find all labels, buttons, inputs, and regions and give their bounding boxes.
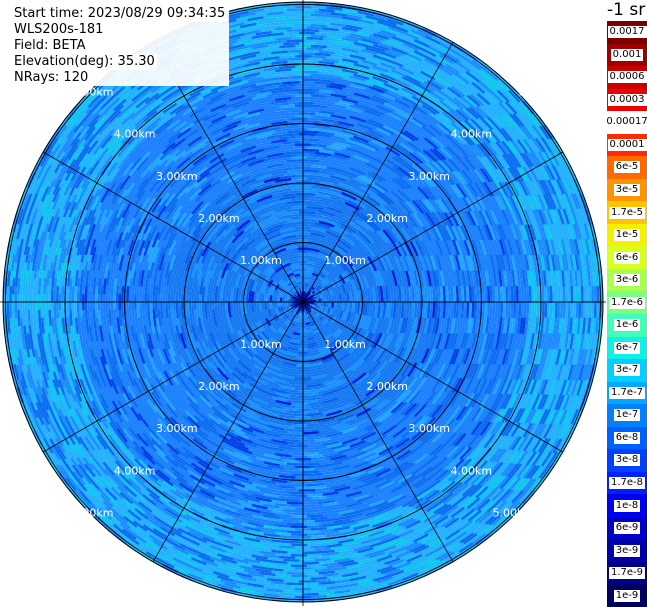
colorbar-label: 1e-8 bbox=[613, 499, 641, 512]
azimuth-spoke bbox=[152, 301, 304, 563]
colorbar-label: 0.0017 bbox=[607, 26, 647, 39]
colorbar-label: 6e-9 bbox=[613, 522, 641, 535]
range-ring-label: 1.00km bbox=[240, 338, 282, 351]
range-ring-label: 3.00km bbox=[156, 422, 198, 435]
colorbar-label: 1.7e-9 bbox=[608, 567, 646, 580]
colorbar-swatch: 0.0006 bbox=[607, 66, 647, 89]
colorbar-swatch: 6e-7 bbox=[607, 336, 647, 360]
colorbar-swatch: 1e-9 bbox=[607, 584, 647, 607]
colorbar-swatch: 1e-6 bbox=[607, 314, 647, 337]
polar-lidar-plot: 1.00km 1.00km 1.00km 1.00km 2.00km 2.00km 2.00… bbox=[0, 0, 606, 606]
colorbar-label: 6e-7 bbox=[613, 341, 641, 354]
azimuth-spoke bbox=[302, 151, 564, 303]
colorbar-label: 1e-9 bbox=[613, 589, 641, 602]
colorbar-label: 0.001 bbox=[610, 48, 644, 61]
azimuth-spoke bbox=[302, 41, 454, 303]
colorbar-label: 0.0003 bbox=[607, 93, 647, 106]
range-ring-label: 2.00km bbox=[198, 212, 240, 225]
colorbar-swatch: 6e-8 bbox=[607, 426, 647, 450]
colorbar-swatch: 1e-5 bbox=[607, 223, 647, 247]
colorbar-label: 0.0006 bbox=[607, 71, 647, 84]
colorbar-swatch: 3e-9 bbox=[607, 539, 647, 562]
colorbar-label: 1.7e-8 bbox=[608, 477, 646, 490]
colorbar-label: 3e-9 bbox=[613, 544, 641, 557]
colorbar-label: 3e-7 bbox=[613, 364, 641, 377]
range-ring-label: 5.00km bbox=[72, 506, 114, 519]
colorbar-label: 3e-6 bbox=[613, 274, 641, 287]
colorbar-swatch: 1.7e-8 bbox=[607, 471, 647, 495]
colorbar-label: 1.7e-7 bbox=[608, 386, 646, 399]
colorbar-label: 1e-5 bbox=[613, 229, 641, 242]
colorbar-label: 1e-7 bbox=[613, 409, 641, 422]
colorbar-swatch: 3e-8 bbox=[607, 449, 647, 472]
azimuth-spoke bbox=[42, 151, 304, 303]
range-ring-label: 4.00km bbox=[114, 128, 156, 141]
colorbar-swatch: 1e-7 bbox=[607, 404, 647, 427]
range-ring-label: 1.00km bbox=[324, 338, 366, 351]
colorbar-label: 6e-5 bbox=[613, 161, 641, 174]
colorbar-swatch: 1e-8 bbox=[607, 494, 647, 517]
range-ring-label: 4.00km bbox=[451, 128, 493, 141]
range-ring-label: 2.00km bbox=[198, 380, 240, 393]
colorbar-swatch: 6e-6 bbox=[607, 246, 647, 269]
field-text: Field: BETA bbox=[12, 38, 88, 54]
instrument-text: WLS200s-181 bbox=[12, 22, 106, 38]
colorbar-swatch: 0.0003 bbox=[607, 88, 647, 112]
colorbar-swatch: 1.7e-5 bbox=[607, 201, 647, 224]
colorbar-label: 3e-5 bbox=[613, 184, 641, 197]
range-ring-label: 5.00km bbox=[72, 86, 114, 99]
range-ring-label: 3.00km bbox=[408, 422, 450, 435]
range-ring-label: 1.00km bbox=[240, 254, 282, 267]
colorbar-swatch: 3e-6 bbox=[607, 268, 647, 292]
range-ring-label: 4.00km bbox=[114, 464, 156, 477]
range-ring-label: 1.00km bbox=[324, 254, 366, 267]
colorbar-label: 0.00017 bbox=[604, 116, 647, 129]
colorbar-label: 1e-6 bbox=[613, 319, 641, 332]
colorbar-title: -1 sr bbox=[607, 0, 646, 20]
colorbar-label: 3e-8 bbox=[613, 454, 641, 467]
range-ring-label: 2.00km bbox=[366, 212, 408, 225]
range-ring-label: 5.00km bbox=[493, 506, 535, 519]
colorbar-label: 1.7e-5 bbox=[608, 206, 646, 219]
colorbar-swatch: 1.7e-6 bbox=[607, 291, 647, 314]
azimuth-spoke bbox=[302, 301, 454, 563]
colorbar-label: 6e-6 bbox=[613, 251, 641, 264]
scan-info-panel: Start time: 2023/08/29 09:34:35 WLS200s-… bbox=[10, 6, 230, 86]
colorbar-swatch: 1.7e-7 bbox=[607, 381, 647, 405]
range-ring-label: 3.00km bbox=[408, 170, 450, 183]
colorbar: 0.0017 0.001 0.0006 0.0003 0.00017 0.0001 6e-5… bbox=[604, 21, 647, 607]
colorbar-swatch: 3e-5 bbox=[607, 178, 647, 202]
colorbar-swatch: 0.0001 bbox=[607, 133, 647, 157]
range-ring-label: 2.00km bbox=[366, 380, 408, 393]
range-ring-label: 3.00km bbox=[156, 170, 198, 183]
range-ring-label: 5.0 bbox=[519, 86, 537, 99]
colorbar-swatch: 0.00017 bbox=[604, 111, 647, 134]
elevation-text: Elevation(deg): 35.30 bbox=[12, 54, 157, 70]
colorbar-label: 6e-8 bbox=[613, 431, 641, 444]
colorbar-label: 0.0001 bbox=[607, 138, 647, 151]
colorbar-swatch: 0.001 bbox=[607, 43, 647, 67]
start-time-text: Start time: 2023/08/29 09:34:35 bbox=[12, 6, 228, 22]
azimuth-spoke bbox=[42, 301, 304, 453]
colorbar-swatch: 0.0017 bbox=[607, 21, 647, 44]
range-ring-label: 4.00km bbox=[451, 464, 493, 477]
colorbar-swatch: 6e-9 bbox=[607, 516, 647, 540]
azimuth-spoke bbox=[302, 301, 564, 453]
colorbar-swatch: 1.7e-9 bbox=[607, 561, 647, 585]
nrays-text: NRays: 120 bbox=[12, 70, 91, 86]
colorbar-swatch: 6e-5 bbox=[607, 156, 647, 179]
colorbar-label: 1.7e-6 bbox=[608, 296, 646, 309]
colorbar-swatch: 3e-7 bbox=[607, 359, 647, 382]
